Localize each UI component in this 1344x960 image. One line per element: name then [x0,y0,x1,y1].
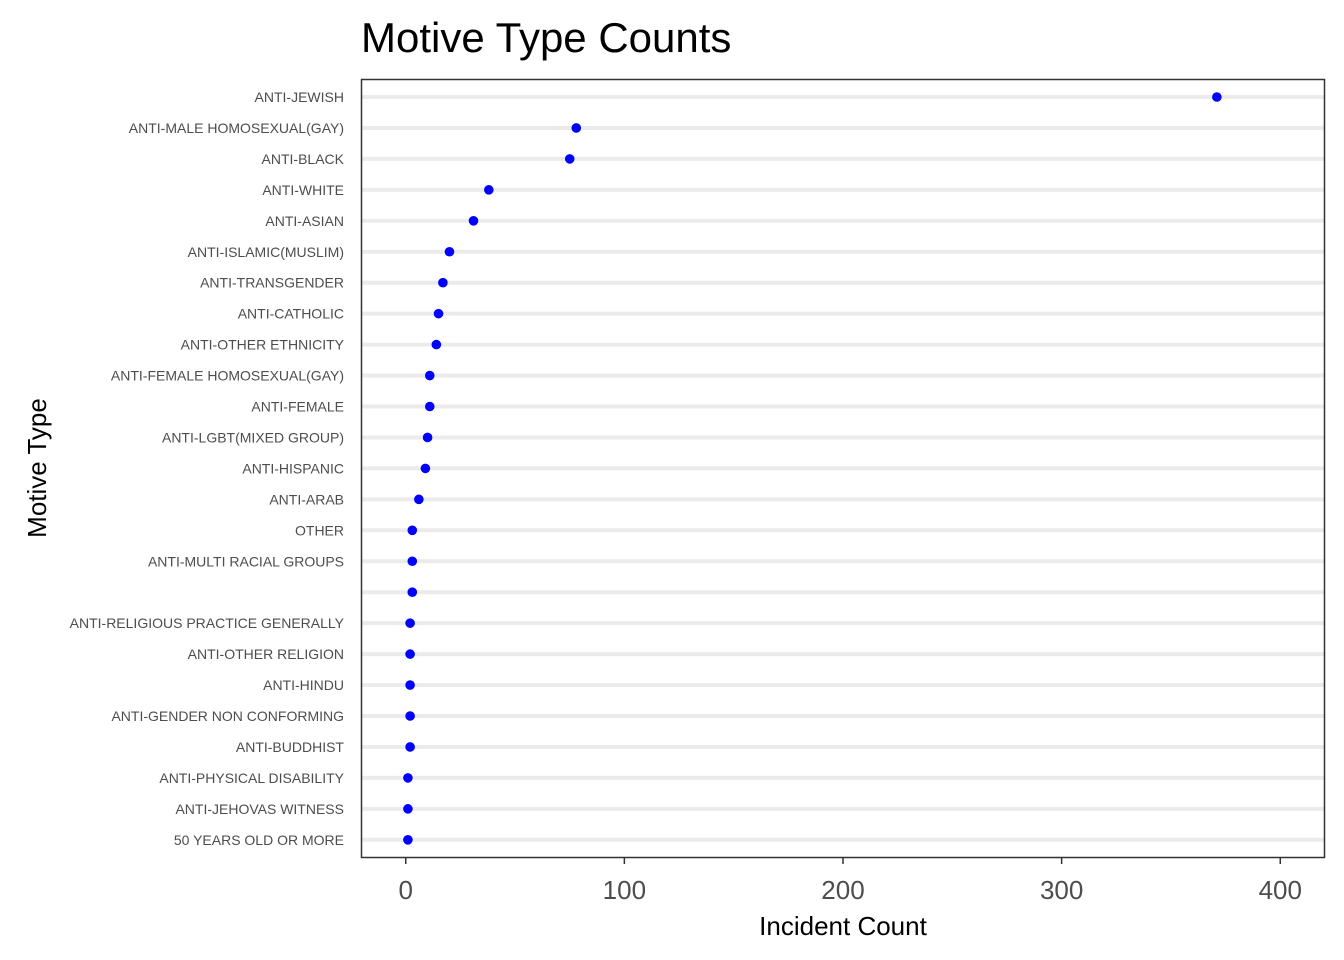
y-tick-label: 50 YEARS OLD OR MORE [174,832,344,848]
data-point [403,773,413,783]
data-point [444,246,455,257]
data-point [438,277,448,288]
data-point [433,308,444,319]
y-tick-label: ANTI-OTHER ETHNICITY [181,337,345,353]
data-point [468,216,479,226]
x-tick-label: 200 [821,875,864,905]
data-point [407,556,418,567]
data-point [405,649,415,659]
y-tick-label: ANTI-HISPANIC [242,460,344,476]
data-point [420,463,431,474]
y-tick-label: ANTI-FEMALE HOMOSEXUAL(GAY) [111,368,344,384]
y-tick-label: ANTI-RELIGIOUS PRACTICE GENERALLY [70,615,345,631]
gridlines [362,95,1324,842]
data-point [414,494,424,505]
x-tick-label: 300 [1040,875,1083,905]
data-point [407,525,418,536]
data-points [403,92,1222,845]
y-tick-label: ANTI-JEWISH [255,89,344,105]
data-point [407,587,418,597]
y-tick-label: ANTI-BLACK [262,151,345,167]
x-tick-label: 400 [1259,875,1302,905]
y-tick-label: ANTI-CATHOLIC [238,306,344,322]
y-tick-label: ANTI-ASIAN [265,213,344,229]
data-point [424,401,435,412]
y-tick-label: ANTI-PHYSICAL DISABILITY [159,770,344,786]
data-point [405,680,415,690]
x-axis-title: Incident Count [759,911,927,941]
y-tick-label: ANTI-BUDDHIST [236,739,345,755]
y-axis-title: Motive Type [22,398,52,538]
data-point [484,185,494,195]
data-point [403,804,413,814]
y-tick-label: ANTI-HINDU [263,677,344,693]
data-point [405,742,415,752]
data-point [431,339,442,350]
y-tick-label: ANTI-MULTI RACIAL GROUPS [148,553,344,569]
data-point [1212,92,1222,102]
y-tick-label: ANTI-JEHOVAS WITNESS [175,801,344,817]
data-point [422,432,433,443]
y-tick-label: ANTI-OTHER RELIGION [188,646,344,662]
y-tick-label: ANTI-MALE HOMOSEXUAL(GAY) [129,120,344,136]
y-tick-label: ANTI-LGBT(MIXED GROUP) [162,429,344,445]
data-point [571,123,582,133]
data-point [405,711,415,721]
data-point [424,370,435,381]
y-tick-label: ANTI-ISLAMIC(MUSLIM) [188,244,344,260]
data-point [403,835,413,845]
data-point [405,618,415,628]
x-axis: 0 100 200 300 400 [398,857,1302,905]
data-point [564,154,575,164]
y-tick-label: ANTI-TRANSGENDER [200,275,344,291]
x-tick-label: 0 [398,875,412,905]
y-tick-label: OTHER [295,522,344,538]
y-axis-tick-labels: ANTI-JEWISH ANTI-MALE HOMOSEXUAL(GAY) ANTI… [70,89,345,848]
y-tick-label: ANTI-WHITE [262,182,344,198]
y-tick-label: ANTI-GENDER NON CONFORMING [111,708,344,724]
x-tick-label: 100 [603,875,646,905]
y-tick-label: ANTI-ARAB [269,491,344,507]
y-tick-label: ANTI-FEMALE [251,399,344,415]
chart-title: Motive Type Counts [361,14,731,61]
